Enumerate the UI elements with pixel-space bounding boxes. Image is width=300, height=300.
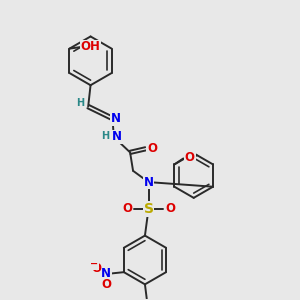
Text: O: O <box>165 202 175 215</box>
Text: N: N <box>143 176 154 189</box>
Text: O: O <box>91 262 101 275</box>
Text: S: S <box>143 202 154 216</box>
Text: O: O <box>122 202 132 215</box>
Text: H: H <box>101 131 110 141</box>
Text: N: N <box>112 130 122 143</box>
Text: +: + <box>103 265 110 274</box>
Text: O: O <box>147 142 157 155</box>
Text: N: N <box>111 112 121 125</box>
Text: −: − <box>90 259 98 269</box>
Text: N: N <box>101 267 111 280</box>
Text: H: H <box>76 98 84 108</box>
Text: O: O <box>185 151 195 164</box>
Text: OH: OH <box>80 40 100 53</box>
Text: O: O <box>101 278 111 291</box>
